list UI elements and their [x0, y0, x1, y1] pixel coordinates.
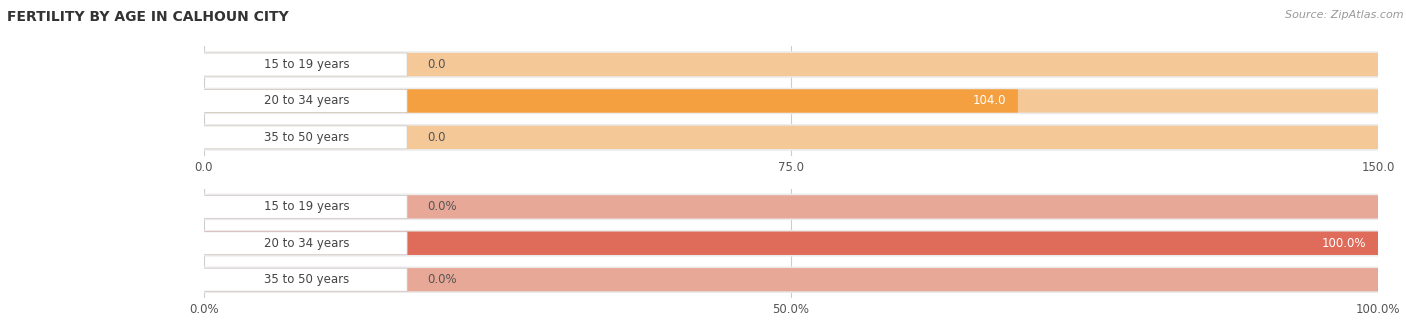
FancyBboxPatch shape: [201, 232, 408, 255]
FancyBboxPatch shape: [201, 53, 408, 76]
FancyBboxPatch shape: [204, 88, 1378, 114]
Text: FERTILITY BY AGE IN CALHOUN CITY: FERTILITY BY AGE IN CALHOUN CITY: [7, 10, 288, 24]
FancyBboxPatch shape: [201, 195, 408, 218]
FancyBboxPatch shape: [204, 126, 1378, 149]
Text: 0.0: 0.0: [427, 58, 446, 71]
FancyBboxPatch shape: [204, 230, 1378, 257]
Text: 15 to 19 years: 15 to 19 years: [264, 200, 350, 213]
Text: 0.0%: 0.0%: [427, 273, 457, 286]
FancyBboxPatch shape: [204, 266, 1378, 293]
FancyBboxPatch shape: [204, 53, 1378, 76]
Text: 35 to 50 years: 35 to 50 years: [264, 131, 349, 144]
FancyBboxPatch shape: [201, 89, 408, 113]
FancyBboxPatch shape: [204, 194, 1378, 220]
FancyBboxPatch shape: [204, 268, 1378, 291]
Text: 35 to 50 years: 35 to 50 years: [264, 273, 349, 286]
Text: Source: ZipAtlas.com: Source: ZipAtlas.com: [1285, 10, 1403, 20]
Text: 20 to 34 years: 20 to 34 years: [264, 94, 349, 108]
FancyBboxPatch shape: [201, 126, 408, 149]
FancyBboxPatch shape: [204, 232, 1378, 255]
Text: 0.0: 0.0: [427, 131, 446, 144]
FancyBboxPatch shape: [204, 51, 1378, 78]
FancyBboxPatch shape: [201, 268, 408, 291]
Text: 20 to 34 years: 20 to 34 years: [264, 237, 349, 250]
FancyBboxPatch shape: [204, 89, 1378, 113]
Text: 100.0%: 100.0%: [1322, 237, 1367, 250]
FancyBboxPatch shape: [204, 195, 1378, 218]
FancyBboxPatch shape: [204, 89, 1018, 113]
Text: 15 to 19 years: 15 to 19 years: [264, 58, 350, 71]
Text: 104.0: 104.0: [973, 94, 1007, 108]
FancyBboxPatch shape: [204, 124, 1378, 151]
FancyBboxPatch shape: [204, 232, 1378, 255]
Text: 0.0%: 0.0%: [427, 200, 457, 213]
